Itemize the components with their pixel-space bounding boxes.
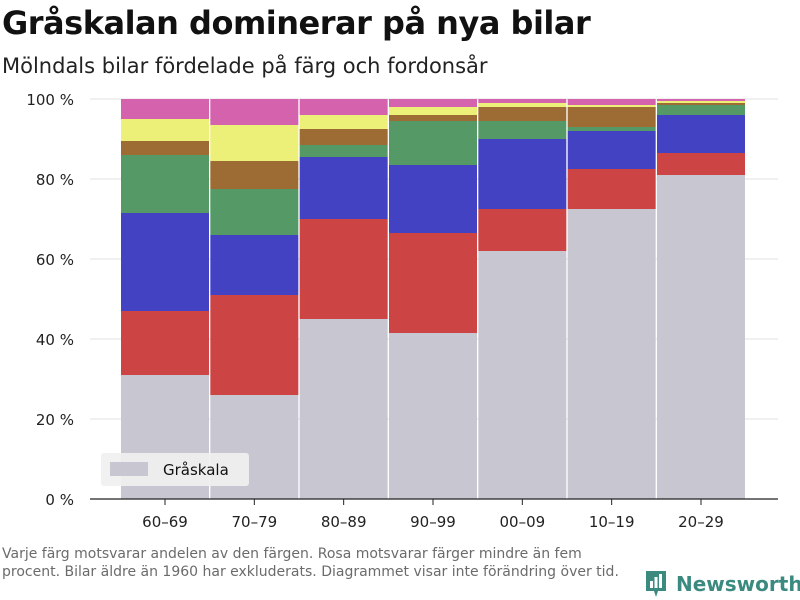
bar-segment — [388, 99, 477, 107]
bar-segment — [567, 107, 656, 127]
chart-title: Gråskalan dominerar på nya bilar — [2, 4, 591, 42]
bar-segment — [388, 115, 477, 121]
y-tick-label: 20 % — [36, 411, 74, 429]
bar-segment — [656, 153, 745, 175]
bar-segment — [388, 121, 477, 165]
footnote: Varje färg motsvarar andelen av den färg… — [2, 546, 619, 580]
bar-segment — [656, 105, 745, 115]
bar-segment — [299, 99, 388, 115]
newsworthy-logo-icon — [646, 571, 666, 597]
legend-swatch — [110, 462, 148, 476]
x-tick-label: 80–89 — [321, 513, 367, 531]
legend-box — [101, 453, 249, 486]
x-tick-label: 00–09 — [499, 513, 545, 531]
bar-segment — [299, 145, 388, 157]
bar-segment — [656, 103, 745, 105]
bars — [121, 99, 745, 499]
bar-segment — [210, 99, 299, 125]
x-tick-label: 10–19 — [589, 513, 635, 531]
legend: Gråskala — [101, 453, 249, 486]
bar-segment — [656, 101, 745, 103]
x-tick-label: 90–99 — [410, 513, 456, 531]
bar-segment — [656, 115, 745, 153]
brand: Newsworthy — [644, 569, 800, 599]
bar-segment — [388, 165, 477, 233]
bar-segment — [210, 125, 299, 161]
bar-segment — [567, 209, 656, 499]
chart-subtitle: Mölndals bilar fördelade på färg och for… — [2, 54, 488, 78]
bar-segment — [299, 115, 388, 129]
bar-segment — [567, 131, 656, 169]
x-axis-tick-labels: 60–69 70–79 80–89 90–99 00–09 10–19 20–29 — [142, 513, 724, 531]
bar-segment — [121, 155, 209, 213]
bar-segment — [299, 319, 388, 499]
bar-segment — [478, 103, 567, 107]
bar-segment — [567, 99, 656, 105]
bar-segment — [388, 333, 477, 499]
x-tick-label: 60–69 — [142, 513, 188, 531]
y-tick-label: 40 % — [36, 331, 74, 349]
y-tick-label: 80 % — [36, 171, 74, 189]
bar-segment — [210, 235, 299, 295]
brand-name: Newsworthy — [676, 572, 800, 596]
bar-segment — [478, 209, 567, 251]
x-tick-label: 70–79 — [231, 513, 277, 531]
bar-segment — [299, 219, 388, 319]
bar-segment — [121, 311, 209, 375]
bar-segment — [121, 99, 209, 119]
bar-segment — [210, 161, 299, 189]
x-tick-label: 20–29 — [678, 513, 724, 531]
bar-segment — [478, 99, 567, 103]
y-tick-label: 0 % — [45, 491, 74, 509]
y-tick-label: 60 % — [36, 251, 74, 269]
bar-segment — [388, 107, 477, 115]
bar-segment — [567, 127, 656, 131]
bar-segment — [210, 295, 299, 395]
bar-segment — [299, 157, 388, 219]
bar-segment — [656, 175, 745, 499]
legend-label: Gråskala — [163, 461, 229, 479]
bar-segment — [388, 233, 477, 333]
x-axis — [90, 498, 778, 505]
bar-segment — [567, 105, 656, 107]
bar-segment — [299, 129, 388, 145]
y-tick-label: 100 % — [26, 91, 74, 109]
bar-segment — [478, 139, 567, 209]
bar-segment — [567, 169, 656, 209]
bar-segment — [121, 213, 209, 311]
bar-segment — [121, 119, 209, 141]
bar-segment — [478, 251, 567, 499]
y-axis-tick-labels: 0 % 20 % 40 % 60 % 80 % 100 % — [26, 91, 74, 509]
bar-segment — [210, 189, 299, 235]
bar-segment — [656, 99, 745, 101]
bar-segment — [478, 107, 567, 121]
bar-segment — [478, 121, 567, 139]
bar-segment — [121, 141, 209, 155]
